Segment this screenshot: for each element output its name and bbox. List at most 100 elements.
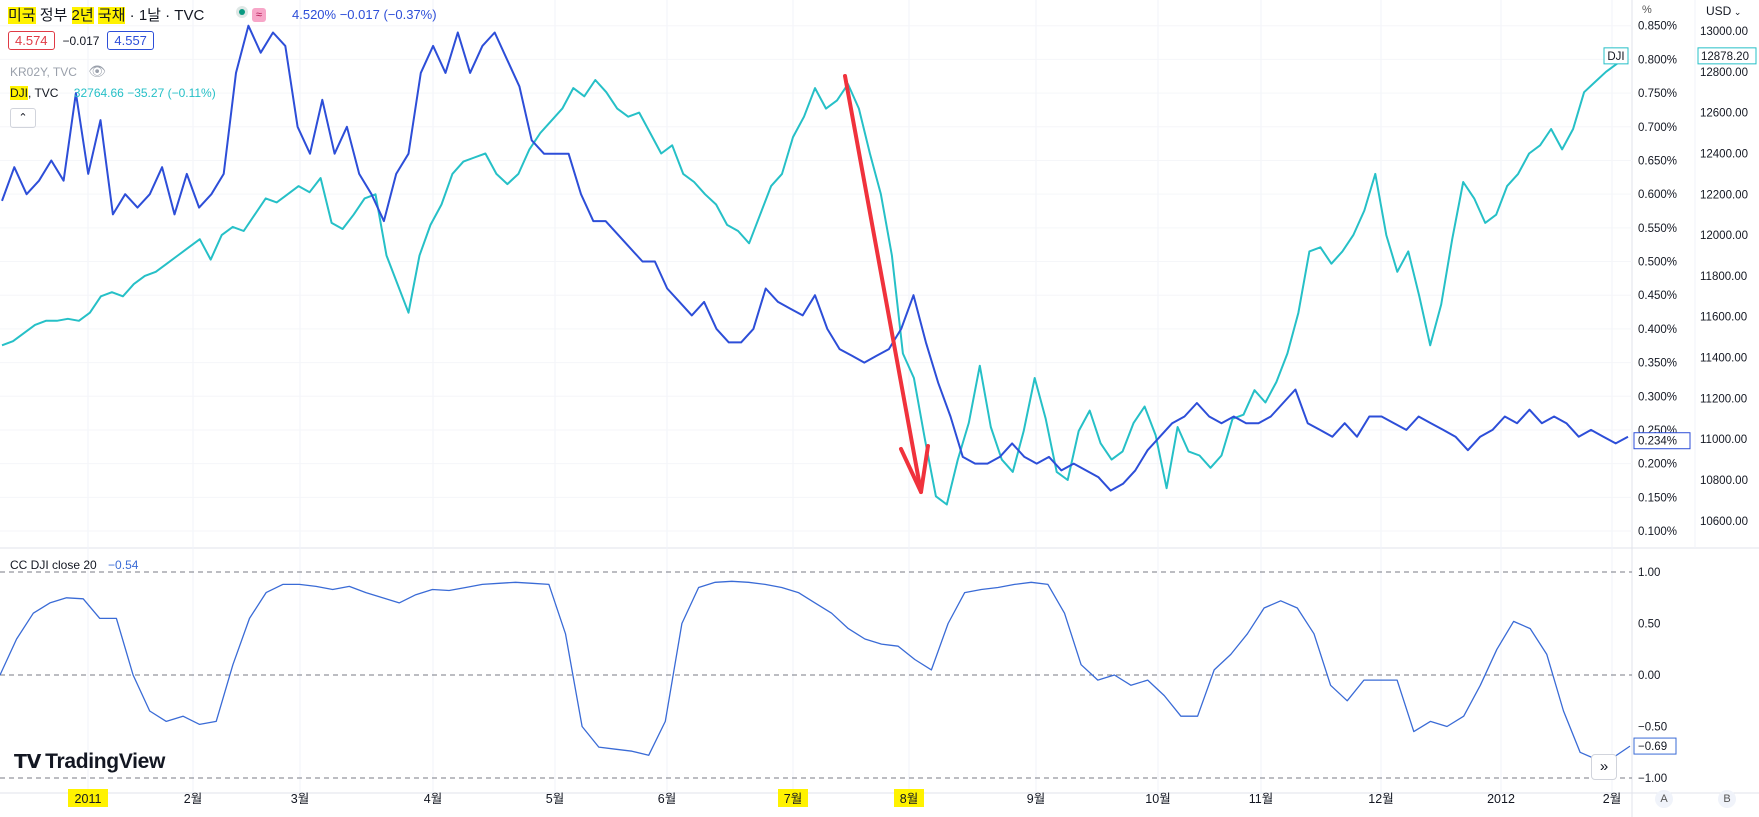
left-axis-tick-7: 0.500% — [1638, 257, 1677, 269]
dji-value: 32764.66 — [73, 86, 124, 100]
x-tick-label-3: 4월 — [424, 792, 442, 806]
bid-box[interactable]: 4.574 — [8, 31, 55, 50]
indicator-label: CC DJI close 20 — [10, 558, 97, 572]
tv-logo-icon: 𝗧𝗩 — [14, 752, 42, 773]
market-status-icon[interactable] — [236, 6, 248, 18]
trend-arrow-shaft — [843, 74, 923, 494]
indicator-axis-tick-1: 0.50 — [1638, 619, 1660, 631]
indicator-legend[interactable]: CC DJI close 20 −0.54 — [10, 558, 138, 572]
x-tick-label-7: 8월 — [900, 792, 918, 806]
dji-series-line — [1, 55, 1629, 506]
left-axis-tick-11: 0.300% — [1638, 391, 1677, 403]
indicator-axis-tick-4: −1.00 — [1638, 773, 1667, 785]
indicator-last-tag — [1633, 737, 1677, 755]
dji-last-tag — [1697, 47, 1757, 65]
spread-value: −0.017 — [62, 34, 100, 48]
title-part-3: 2년 — [71, 7, 94, 24]
left-axis-tick-4: 0.650% — [1638, 155, 1677, 167]
x-tick-label-10: 11월 — [1249, 792, 1273, 806]
trend-arrow-head — [899, 444, 930, 494]
x-tick-label-9: 10월 — [1145, 792, 1170, 806]
chevron-up-icon: ⌃ — [18, 112, 28, 124]
dji-series-tag — [1603, 47, 1629, 65]
dji-change: −35.27 (−0.11%) — [127, 86, 216, 100]
dji-legend[interactable]: DJI, TVC 32764.66 −35.27 (−0.11%) — [10, 86, 216, 100]
right-axis-tick-6: 11800.00 — [1700, 271, 1747, 283]
auto-scale-button[interactable]: A — [1655, 790, 1673, 808]
right-axis-tick-9: 11200.00 — [1700, 393, 1747, 405]
right-axis-tick-7: 11600.00 — [1700, 312, 1747, 324]
tradingview-logo[interactable]: 𝗧𝗩 TradingView — [14, 750, 165, 774]
x-label-highlight-6 — [778, 789, 808, 807]
bond-last-value: 0.234% — [1638, 436, 1677, 448]
dji-symbol: DJI — [10, 86, 28, 100]
overlay-legend[interactable]: KR02Y, TVC 👁︎ — [10, 63, 106, 80]
main-value: 4.520% — [292, 7, 337, 22]
main-quote: 4.520% −0.017 (−0.37%) — [292, 7, 437, 22]
currency-label: USD — [1706, 4, 1732, 18]
left-axis-tick-6: 0.550% — [1638, 223, 1677, 235]
left-axis-tick-5: 0.600% — [1638, 189, 1677, 201]
right-axis-tick-3: 12400.00 — [1700, 148, 1748, 160]
left-axis-tick-14: 0.150% — [1638, 492, 1677, 504]
title-part-1: 미국 — [8, 7, 36, 24]
x-tick-label-0: 2011 — [75, 792, 102, 806]
x-tick-label-5: 6월 — [658, 792, 676, 806]
right-axis-tick-2: 12600.00 — [1700, 108, 1748, 120]
x-tick-label-12: 2012 — [1487, 792, 1515, 806]
title-part-5: 국채 — [97, 7, 126, 24]
right-axis-tick-8: 11400.00 — [1700, 353, 1747, 365]
x-tick-label-4: 5월 — [546, 792, 564, 806]
x-label-highlight-0 — [68, 789, 108, 807]
indicator-axis-tick-3: −0.50 — [1638, 722, 1667, 734]
symbol-title[interactable]: 미국 정부 2년 국채 · 1날 · TVC — [8, 4, 204, 25]
right-axis-tick-12: 10600.00 — [1700, 516, 1748, 528]
bid-ask-row: 4.574 −0.017 4.557 — [8, 31, 154, 50]
ask-box[interactable]: 4.557 — [107, 31, 154, 50]
currency-button[interactable]: USD ⌄ — [1706, 4, 1741, 18]
bond-last-tag — [1633, 432, 1691, 450]
chevron-down-icon: ⌄ — [1731, 7, 1742, 17]
left-axis-tick-1: 0.800% — [1638, 54, 1677, 66]
title-part-6: · 1날 · TVC — [125, 7, 205, 24]
delay-icon[interactable]: ≈ — [251, 8, 266, 22]
right-axis-tick-0: 13000.00 — [1700, 26, 1748, 38]
x-tick-label-11: 12월 — [1368, 792, 1393, 806]
right-axis-tick-11: 10800.00 — [1700, 475, 1748, 487]
right-axis-tick-4: 12200.00 — [1700, 189, 1748, 201]
right-axis-tick-10: 11000.00 — [1700, 434, 1747, 446]
right-axis-tick-5: 12000.00 — [1700, 230, 1748, 242]
left-axis-tick-9: 0.400% — [1638, 324, 1677, 336]
x-label-highlight-7 — [894, 789, 924, 807]
indicator-value: −0.54 — [108, 558, 139, 572]
status-icons[interactable]: ≈ — [236, 5, 266, 22]
left-axis-tick-3: 0.700% — [1638, 122, 1677, 134]
x-tick-label-6: 7월 — [784, 792, 802, 806]
left-axis-tick-13: 0.200% — [1638, 459, 1677, 471]
eye-hidden-icon[interactable]: 👁︎ — [88, 63, 107, 79]
left-axis-tick-8: 0.450% — [1638, 290, 1677, 302]
bond-yield-series-line — [1, 24, 1629, 492]
right-axis-tick-1: 12800.00 — [1700, 67, 1748, 79]
log-scale-button[interactable]: B — [1718, 790, 1736, 808]
x-tick-label-8: 9월 — [1027, 792, 1045, 806]
indicator-series-line — [0, 580, 1631, 761]
dji-series-tag-label: DJI — [1607, 51, 1624, 63]
percent-unit-label: % — [1642, 4, 1652, 16]
x-tick-label-2: 3월 — [291, 792, 309, 806]
indicator-axis-tick-0: 1.00 — [1638, 567, 1660, 579]
scroll-realtime-button[interactable]: » — [1591, 754, 1617, 780]
x-tick-label-13: 2월 — [1603, 792, 1621, 806]
x-tick-label-1: 2월 — [184, 792, 202, 806]
dji-last-value: 12878.20 — [1701, 51, 1749, 63]
collapse-button[interactable]: ⌃ — [10, 108, 36, 128]
main-change: −0.017 (−0.37%) — [339, 7, 437, 22]
title-part-2: 정부 — [35, 7, 72, 24]
overlay-symbol: KR02Y, TVC — [10, 65, 77, 79]
tv-logo-text: TradingView — [45, 750, 166, 773]
double-chevron-right-icon: » — [1599, 758, 1609, 775]
left-axis-tick-2: 0.750% — [1638, 88, 1677, 100]
dji-source: , TVC — [28, 86, 59, 100]
left-axis-tick-0: 0.850% — [1638, 21, 1677, 33]
